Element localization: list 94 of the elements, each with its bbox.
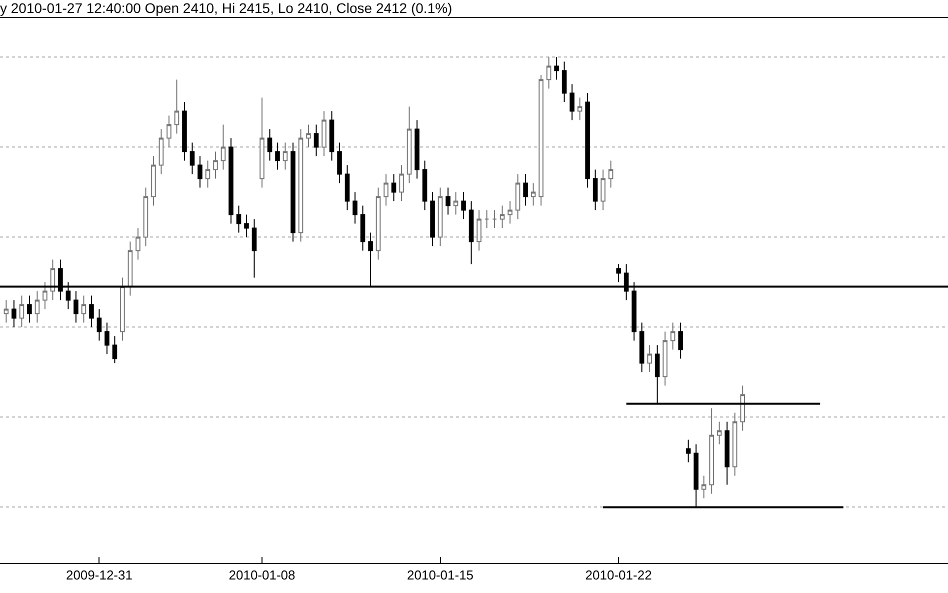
candlestick [546, 56, 552, 90]
candlestick [12, 300, 16, 328]
candlestick [275, 142, 280, 170]
candlestick [96, 308, 102, 342]
candlestick [639, 322, 644, 373]
candlestick [104, 322, 110, 355]
candlestick [515, 174, 520, 220]
candlestick [422, 160, 428, 211]
candlestick [50, 259, 56, 301]
candlestick [267, 128, 272, 162]
candlestick [662, 331, 668, 386]
candlestick [314, 124, 319, 157]
candlestick [577, 97, 582, 121]
candlestick [182, 102, 187, 162]
candlestick [136, 228, 140, 260]
candlestick [174, 79, 180, 134]
candlestick [290, 142, 296, 242]
candlestick [352, 192, 358, 224]
candlestick [252, 218, 257, 278]
candlestick [716, 421, 722, 445]
x-tick-label: 2009-12-31 [66, 568, 132, 583]
candlestick [538, 74, 544, 206]
candlestick [384, 174, 388, 206]
candlestick [360, 205, 366, 252]
candlestick [120, 277, 125, 342]
candlestick [670, 322, 676, 350]
x-tick-label: 2010-01-08 [228, 568, 296, 583]
candlestick [282, 142, 288, 170]
candlestick [236, 205, 242, 234]
candlestick [322, 110, 326, 157]
candlestick [344, 164, 350, 211]
candlestick [190, 142, 195, 175]
candlestick [600, 169, 606, 211]
candlestick [686, 439, 691, 463]
candlestick [585, 92, 590, 188]
candlestick [554, 56, 559, 80]
candlestick [406, 106, 412, 184]
x-tick-label: 2010-01-15 [407, 568, 474, 583]
candlestick [446, 187, 450, 216]
candlestick [608, 160, 614, 188]
candlestick [89, 295, 94, 328]
candlestick [376, 187, 381, 260]
candlestick [158, 128, 164, 175]
candlestick [399, 164, 404, 202]
candlestick [198, 156, 202, 188]
candlestick [151, 156, 156, 206]
candlestick [244, 214, 249, 238]
candlestick [678, 322, 683, 360]
candlestick [468, 200, 474, 265]
candlestick [500, 205, 505, 229]
candlestick [724, 421, 730, 486]
candlestick [592, 169, 598, 211]
candlestick [701, 475, 706, 499]
candlestick [74, 290, 78, 324]
chart-title: y 2010-01-27 12:40:00 Open 2410, Hi 2415, Lo 2410, Close 2412 (0.1%) [0, 0, 452, 16]
candlestick [19, 295, 24, 328]
candlestick [570, 84, 574, 121]
candlestick [27, 295, 32, 324]
candlestick [391, 174, 396, 202]
candlestick [461, 192, 466, 220]
candlestick [562, 61, 567, 103]
candlestick [81, 295, 86, 324]
candlestick [414, 120, 420, 180]
candlestick [260, 97, 264, 188]
candlestick [228, 138, 234, 224]
candlestick [523, 174, 528, 206]
candlestick [709, 408, 714, 494]
candlestick [508, 200, 512, 224]
candlestick [166, 115, 172, 148]
candlestick [4, 300, 9, 324]
candlestick [647, 344, 652, 373]
candlestick [306, 124, 311, 148]
candlestick [430, 192, 435, 247]
candlestick [329, 110, 334, 162]
candlestick [453, 192, 458, 216]
x-tick-label: 2010-01-22 [585, 568, 652, 583]
candlestick [740, 385, 745, 432]
candlestick [732, 412, 738, 476]
candlestick [438, 187, 443, 247]
candlestick [205, 160, 210, 188]
candlestick [530, 182, 536, 206]
candlestick [337, 142, 342, 184]
candlestick [143, 187, 148, 247]
candlestick [42, 282, 48, 310]
candlestick [616, 264, 621, 283]
candlestick [220, 124, 226, 170]
candlestick [476, 210, 482, 252]
candlestick [34, 290, 40, 324]
candlestick [298, 128, 304, 242]
candlestick [112, 336, 118, 364]
candlestick [492, 210, 497, 229]
candlestick [213, 151, 218, 180]
candlestick [128, 241, 133, 296]
candlestick [484, 210, 490, 229]
